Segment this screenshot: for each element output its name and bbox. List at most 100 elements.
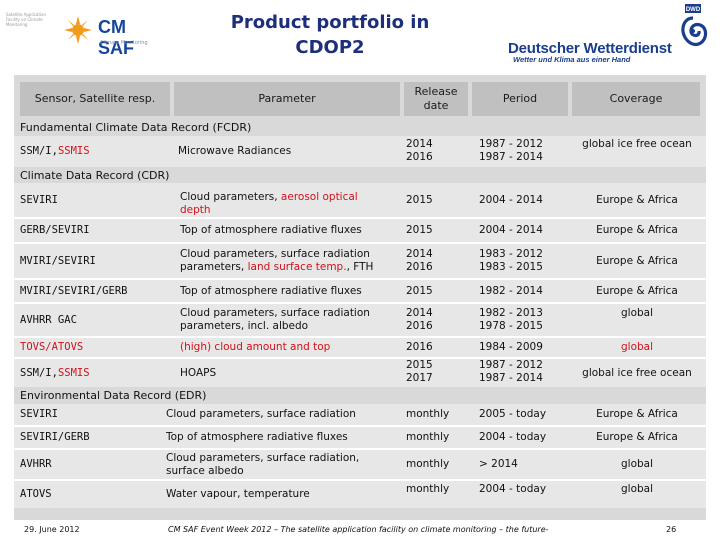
coverage-cell: Europe & Africa [596,284,678,297]
period-cell: 2004 - 2014 [479,193,543,206]
period-cell: 2004 - 2014 [479,224,543,236]
slide-title-line2: CDOP2 [295,37,365,58]
section-title-fcdr: Fundamental Climate Data Record (FCDR) [14,119,706,136]
coverage-cell: global [620,341,654,353]
parameter-cell: Top of atmosphere radiative fluxes [166,431,348,443]
coverage-cell: Europe & Africa [596,224,678,236]
parameter-cell: Top of atmosphere radiative fluxes [180,224,362,236]
dwd-swirl-icon: DWD [681,4,708,47]
period-cell: > 2014 [479,458,518,470]
sensor-cell: SEVIRI [20,408,58,420]
table-row: ATOVS Water vapour, temperature monthly … [14,481,706,508]
release-cell: 2015 [406,193,433,206]
row-divider [14,425,706,427]
slide-header: Satellite Application Facility on Climat… [0,0,720,72]
cmsaf-small-text: Satellite Application Facility on Climat… [6,12,47,27]
parameter-cell: Cloud parameters, surface radiation para… [180,307,370,332]
col-header-parameter: Parameter [174,82,400,116]
sun-icon [64,16,92,44]
parameter-cell: Water vapour, temperature [166,488,310,500]
period-cell: 2005 - today [479,408,547,420]
release-cell: monthly [406,483,450,495]
table-row: SSM/I, SSMIS Microwave Radiances 2014 20… [14,136,706,167]
sensor-cell: AVHRR GAC [20,313,77,326]
coverage-cell: global ice free ocean [582,138,692,150]
period-cell: 2004 - today [479,431,547,443]
sensor-cell: SEVIRI [20,193,58,206]
dwd-name: Deutscher Wetterdienst [508,40,672,57]
coverage-cell: global [620,483,654,495]
release-cell: 2014 2016 [406,307,433,332]
period-cell: 2004 - today [479,483,547,495]
parameter-cell: Cloud parameters, aerosol optical depth [180,191,358,216]
parameter-cell: Microwave Radiances [178,145,292,157]
col-header-coverage: Coverage [572,82,700,116]
footer-event: CM SAF Event Week 2012 – The satellite a… [168,525,549,534]
dwd-mark-text: DWD [686,7,701,13]
release-cell: monthly [406,431,450,443]
row-divider [14,448,706,450]
table-row: SEVIRI Cloud parameters, surface radiati… [14,404,706,425]
sensor-cell: ATOVS [20,488,52,500]
sensor-cell: MVIRI/SEVIRI/GERB [20,284,128,297]
release-cell: 2014 2016 [406,248,433,273]
parameter-cell: Cloud parameters, surface radiation, sur… [166,452,360,477]
release-cell: monthly [406,458,450,470]
row-divider [14,217,706,219]
parameter-cell: HOAPS [180,366,217,379]
col-header-sensor: Sensor, Satellite resp. [20,82,170,116]
footer-date: 29. June 2012 [24,525,80,534]
sensor-cell: SSM/I, SSMIS [20,145,90,157]
sensor-cell: SSM/I, SSMIS [20,366,90,379]
coverage-cell: global [620,307,654,319]
sensor-cell: AVHRR [20,458,52,470]
sensor-cell: GERB/SEVIRI [20,224,90,236]
period-cell: 1984 - 2009 [479,341,543,353]
cmsaf-brand: CM SAF [98,17,134,58]
period-cell: 1983 - 2012 1983 - 2015 [479,248,543,273]
cmsaf-logo: Satellite Application Facility on Climat… [6,6,166,58]
col-header-period: Period [472,82,568,116]
parameter-cell: (high) cloud amount and top [180,341,331,353]
parameter-cell: Cloud parameters, surface radiation para… [180,248,374,273]
row-divider [14,336,706,338]
parameter-cell: Cloud parameters, surface radiation [166,408,356,420]
row-divider [14,278,706,280]
release-cell: 2016 [406,341,433,353]
table-row: AVHRR Cloud parameters, surface radiatio… [14,450,706,479]
slide-footer: 29. June 2012 CM SAF Event Week 2012 – T… [0,520,720,540]
coverage-cell: Europe & Africa [596,193,678,206]
sensor-cell: TOVS/ATOVS [20,341,84,353]
period-cell: 1982 - 2014 [479,284,543,297]
table-row: SSM/I, SSMIS HOAPS 2015 2017 1987 - 2012… [14,359,706,387]
slide-title-line1: Product portfolio in [230,12,430,33]
dwd-slogan: Wetter und Klima aus einer Hand [513,55,631,64]
col-header-release: Release date [404,82,468,116]
release-cell: 2015 [406,284,433,297]
section-title-edr: Environmental Data Record (EDR) [14,387,706,404]
row-divider [14,242,706,244]
page-number: 26 [666,525,677,534]
table-row: AVHRR GAC Cloud parameters, surface radi… [14,304,706,336]
table-row: MVIRI/SEVIRI Cloud parameters, surface r… [14,244,706,278]
coverage-cell: Europe & Africa [596,254,678,267]
row-divider [14,302,706,304]
section-title-cdr: Climate Data Record (CDR) [14,167,706,183]
release-cell: monthly [406,408,450,420]
period-cell: 1987 - 2012 1987 - 2014 [479,138,543,163]
table-row: TOVS/ATOVS (high) cloud amount and top 2… [14,338,706,357]
table-row: MVIRI/SEVIRI/GERB Top of atmosphere radi… [14,280,706,302]
sensor-cell: SEVIRI/GERB [20,431,90,443]
release-cell: 2015 2017 [406,359,433,384]
sensor-cell: MVIRI/SEVIRI [20,254,96,267]
table-row: GERB/SEVIRI Top of atmosphere radiative … [14,219,706,242]
row-divider [14,479,706,481]
coverage-cell: Europe & Africa [596,431,678,443]
cmsaf-subtitle: Climate Monitoring [100,40,148,46]
dwd-logo: DWD Deutscher Wetterdienst Wetter und Kl… [508,4,720,68]
parameter-cell: Top of atmosphere radiative fluxes [180,284,362,297]
table-row: SEVIRI Cloud parameters, aerosol optical… [14,183,706,217]
coverage-cell: global ice free ocean [582,366,692,379]
row-divider [14,357,706,359]
period-cell: 1982 - 2013 1978 - 2015 [479,307,543,332]
